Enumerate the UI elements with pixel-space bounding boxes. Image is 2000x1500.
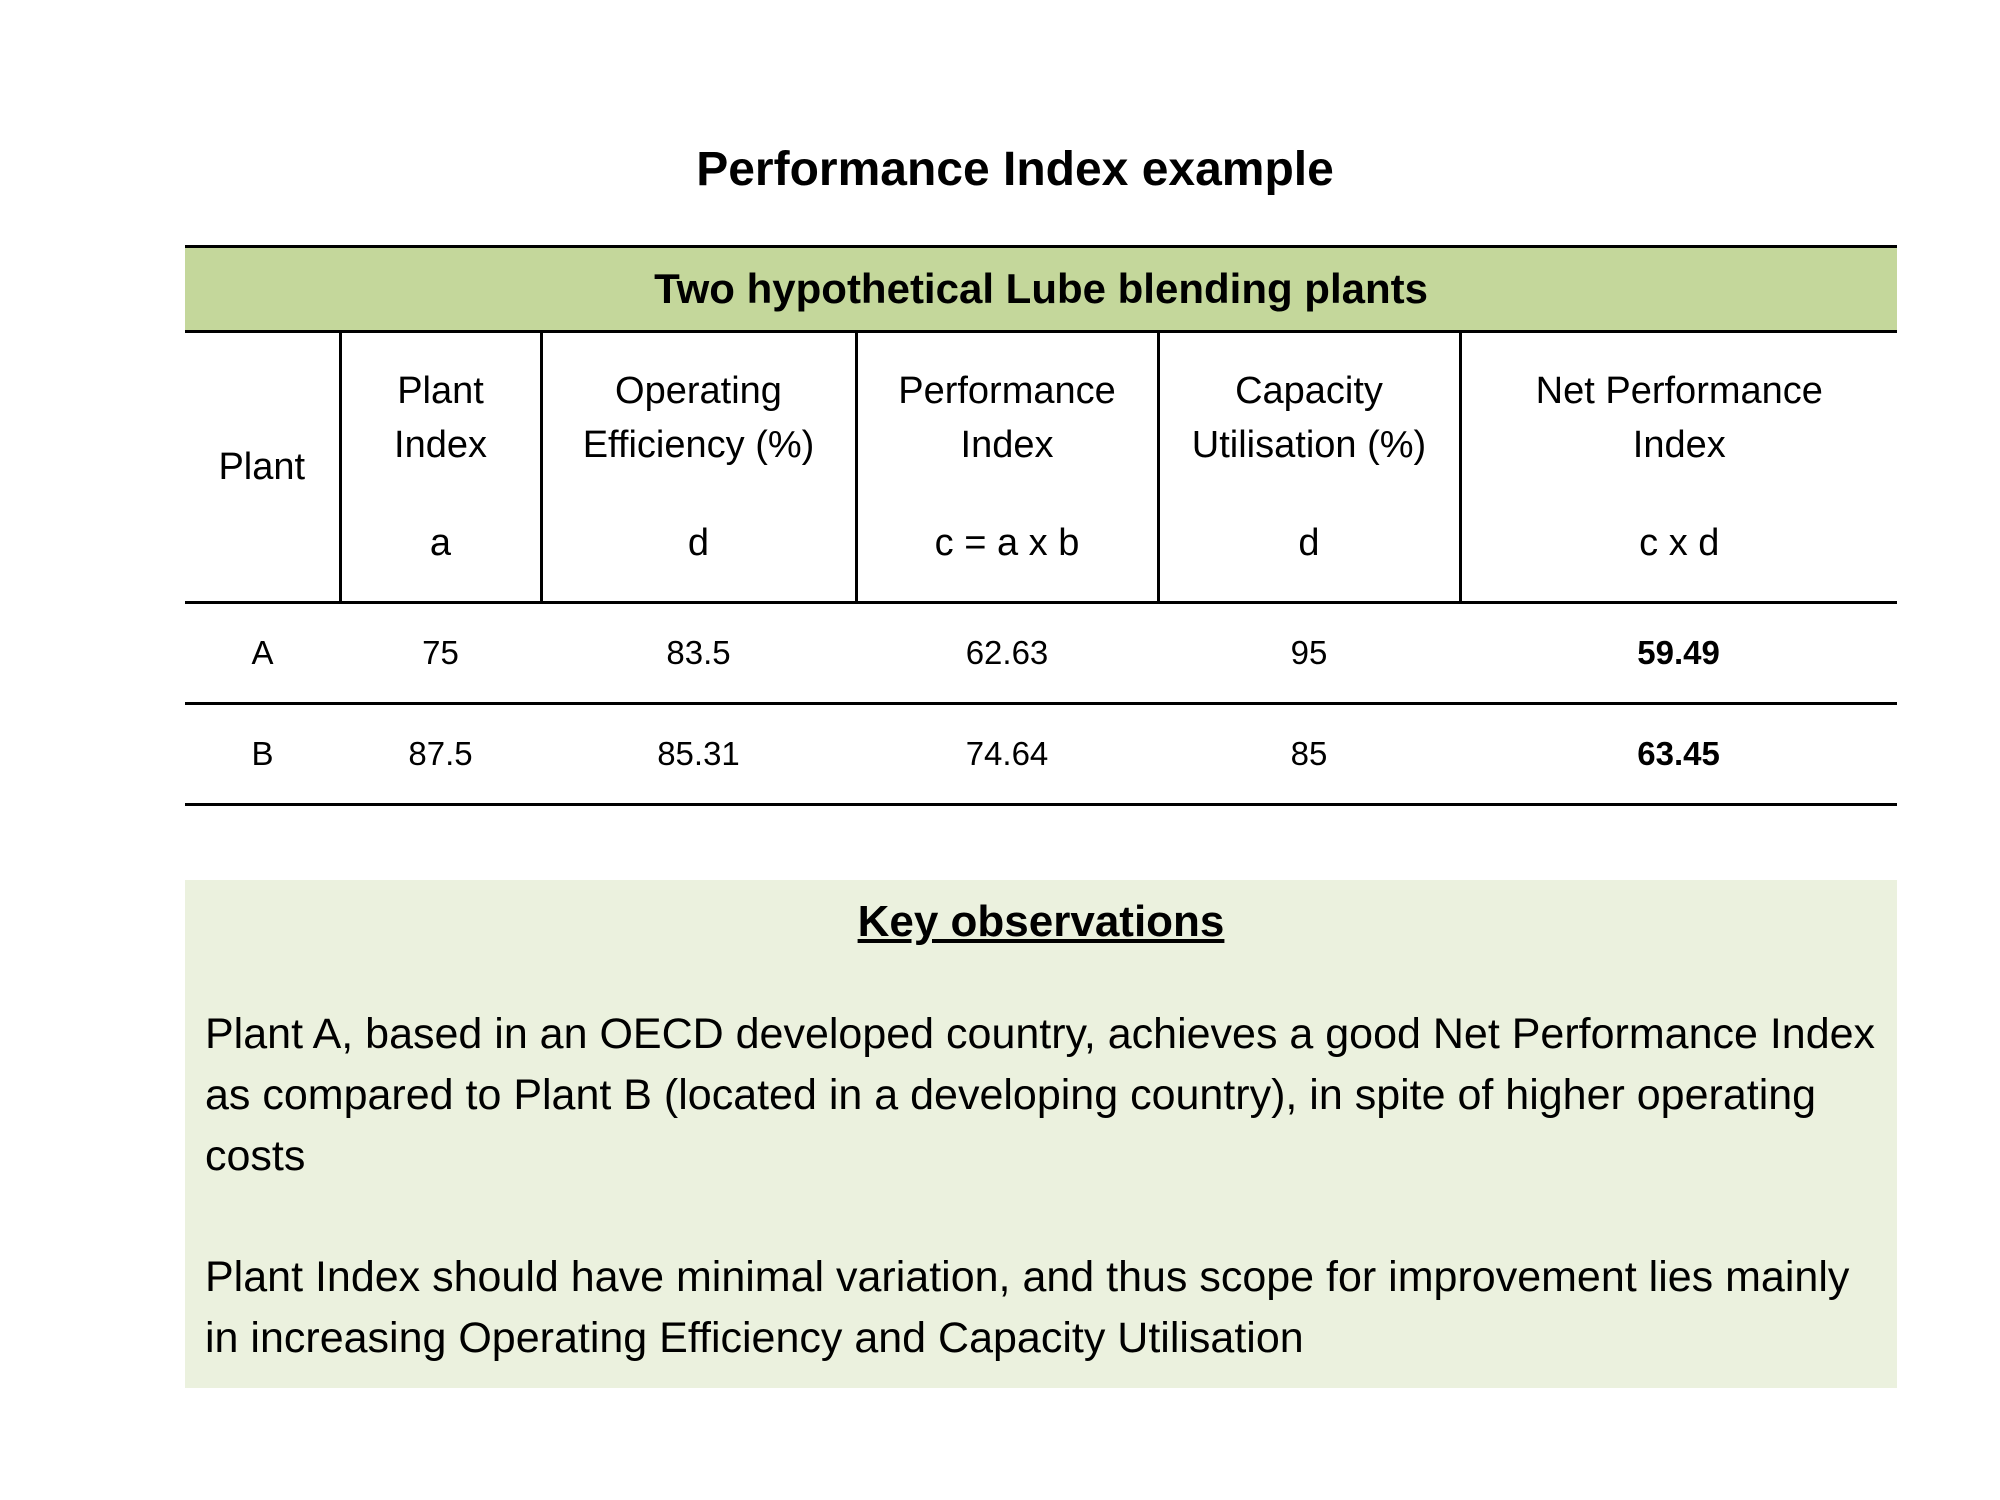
column-header-formula: c = a x b — [934, 522, 1080, 564]
column-header-operating-efficiency: Operating Efficiency (%) d — [541, 331, 858, 604]
performance-table: Two hypothetical Lube blending plants Pl… — [185, 245, 1898, 806]
performance-table-container: Two hypothetical Lube blending plants Pl… — [185, 245, 1898, 806]
column-header-label: Plant — [218, 446, 306, 488]
cell-plant: B — [185, 703, 340, 806]
column-header-formula: d — [1298, 522, 1320, 564]
key-observations-box: Key observations Plant A, based in an OE… — [185, 880, 1897, 1388]
cell-capacity-utilisation: 85 — [1158, 703, 1460, 806]
table-row: B 87.5 85.31 74.64 85 63.45 — [185, 703, 1898, 806]
column-header-net-performance-index: Net Performance Index c x d — [1460, 331, 1898, 604]
column-header-label: Net Performance Index — [1535, 370, 1823, 466]
cell-capacity-utilisation: 95 — [1158, 602, 1460, 705]
cell-plant-index: 87.5 — [340, 703, 541, 806]
column-header-formula: c x d — [1639, 522, 1720, 564]
table-header-row: Plant Plant Index a Operating Efficiency… — [185, 331, 1898, 604]
column-header-label: Operating Efficiency (%) — [582, 370, 815, 466]
column-header-formula: a — [429, 522, 452, 564]
cell-performance-index: 62.63 — [856, 602, 1158, 705]
column-header-performance-index: Performance Index c = a x b — [856, 331, 1160, 604]
column-header-formula: d — [687, 522, 710, 564]
table-caption: Two hypothetical Lube blending plants — [185, 245, 1898, 333]
observation-paragraph: Plant A, based in an OECD developed coun… — [205, 1010, 1876, 1180]
cell-net-performance-index: 63.45 — [1460, 703, 1898, 806]
cell-operating-efficiency: 85.31 — [541, 703, 856, 806]
column-header-plant: Plant — [185, 331, 342, 604]
cell-plant-index: 75 — [340, 602, 541, 705]
column-header-plant-index: Plant Index a — [340, 331, 543, 604]
column-header-label: Capacity Utilisation (%) — [1191, 370, 1427, 466]
cell-operating-efficiency: 83.5 — [541, 602, 856, 705]
cell-net-performance-index: 59.49 — [1460, 602, 1898, 705]
column-header-label: Plant Index — [394, 370, 487, 466]
cell-performance-index: 74.64 — [856, 703, 1158, 806]
table-caption-row: Two hypothetical Lube blending plants — [185, 245, 1898, 333]
cell-plant: A — [185, 602, 340, 705]
table-row: A 75 83.5 62.63 95 59.49 — [185, 602, 1898, 705]
column-header-capacity-utilisation: Capacity Utilisation (%) d — [1158, 331, 1462, 604]
key-observations-title: Key observations — [857, 897, 1225, 946]
observation-paragraph: Plant Index should have minimal variatio… — [205, 1253, 1850, 1362]
page-title: Performance Index example — [696, 143, 1334, 196]
column-header-label: Performance Index — [898, 370, 1116, 466]
